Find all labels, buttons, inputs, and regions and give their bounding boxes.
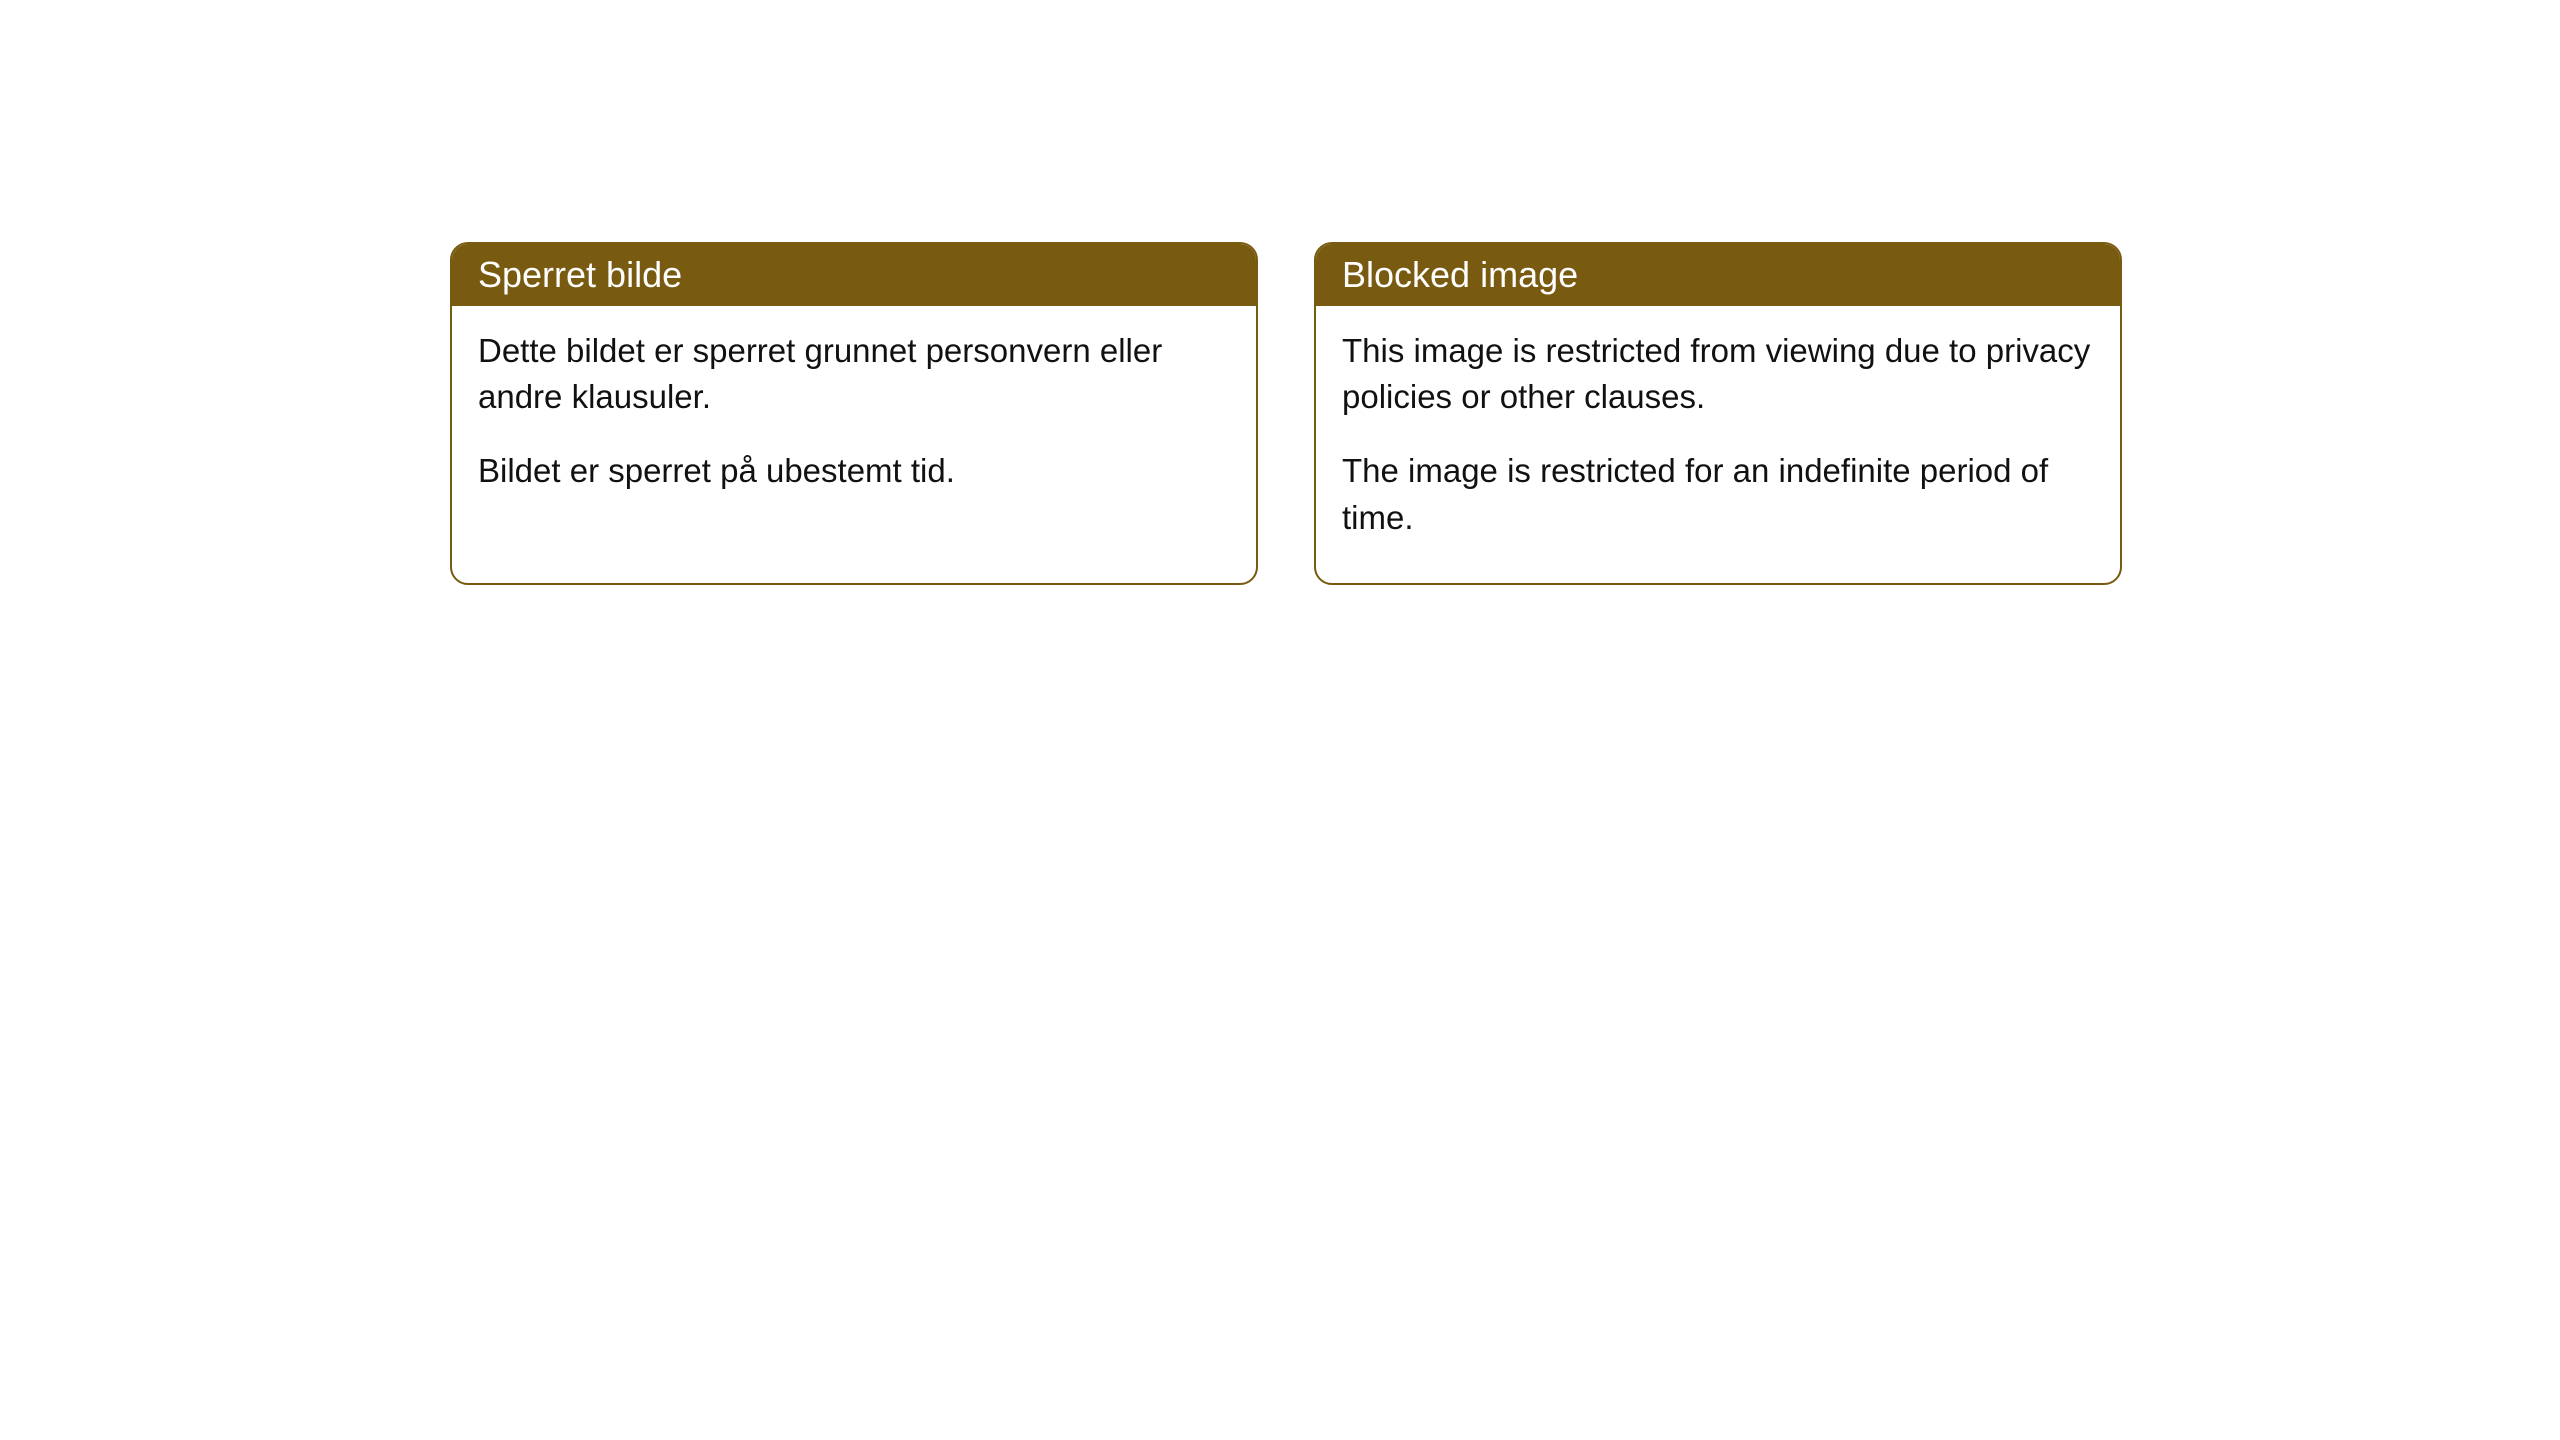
card-paragraph-1: Dette bildet er sperret grunnet personve… (478, 328, 1230, 420)
card-english: Blocked image This image is restricted f… (1314, 242, 2122, 585)
card-paragraph-2: Bildet er sperret på ubestemt tid. (478, 448, 1230, 494)
card-paragraph-2: The image is restricted for an indefinit… (1342, 448, 2094, 540)
card-body-norwegian: Dette bildet er sperret grunnet personve… (452, 306, 1256, 537)
card-body-english: This image is restricted from viewing du… (1316, 306, 2120, 583)
card-header-english: Blocked image (1316, 244, 2120, 306)
card-norwegian: Sperret bilde Dette bildet er sperret gr… (450, 242, 1258, 585)
cards-container: Sperret bilde Dette bildet er sperret gr… (450, 242, 2122, 585)
card-header-norwegian: Sperret bilde (452, 244, 1256, 306)
card-paragraph-1: This image is restricted from viewing du… (1342, 328, 2094, 420)
